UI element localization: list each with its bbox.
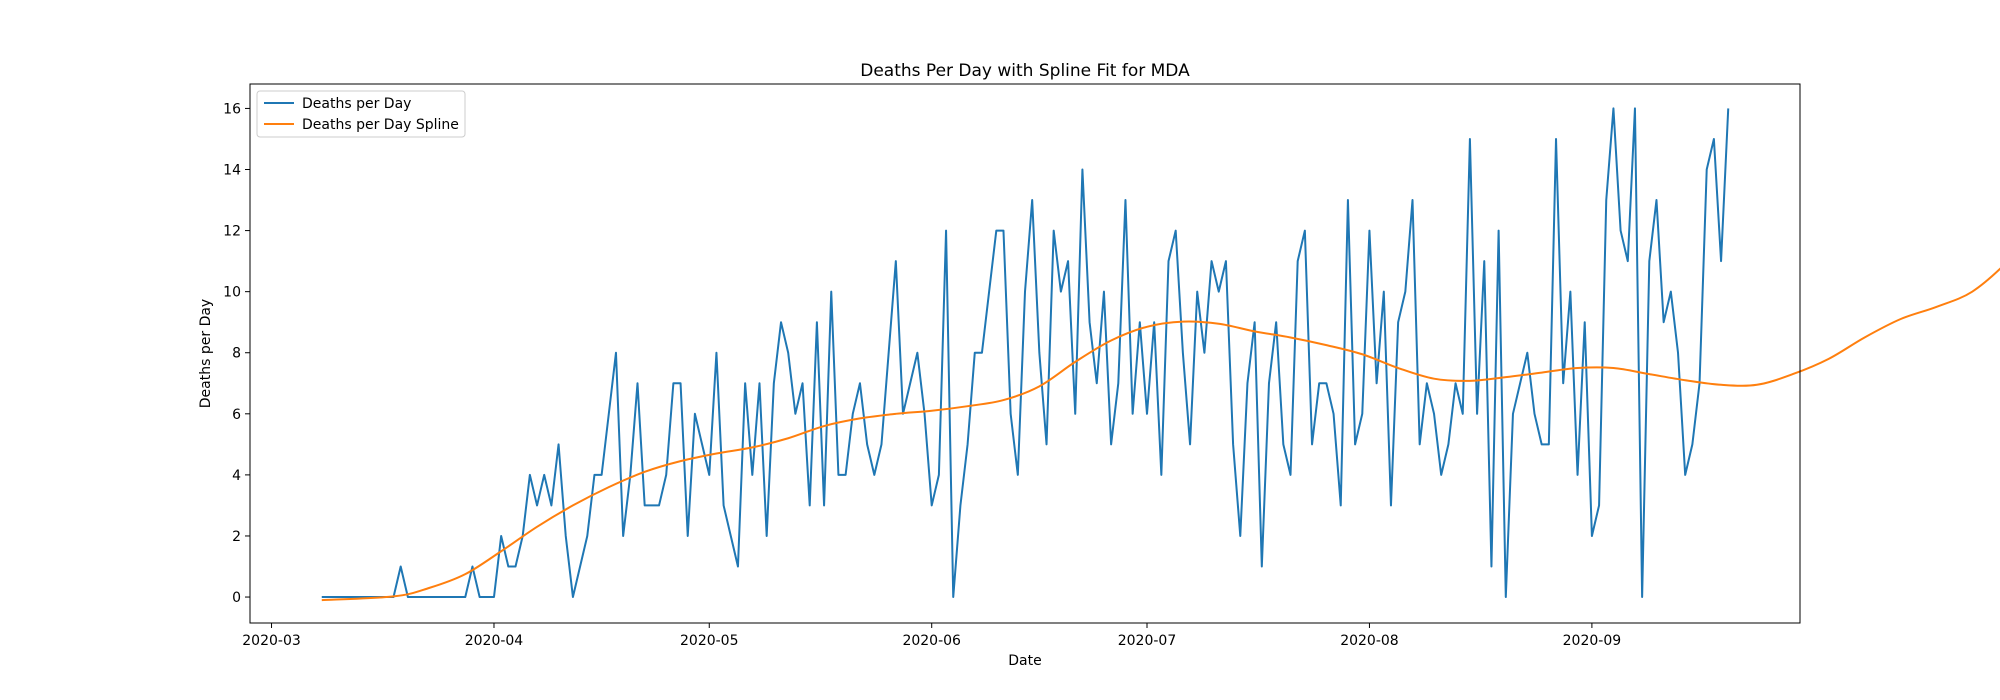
y-tick-label: 14: [223, 163, 241, 179]
x-tick-label: 2020-06: [902, 633, 961, 649]
series-line-deaths-per-day-spline: [321, 267, 2000, 602]
plot-area: [249, 83, 2000, 624]
x-axis-label: Date: [1008, 653, 1041, 669]
y-tick-label: 16: [223, 101, 241, 117]
legend-box: [256, 90, 466, 138]
chart-title: Deaths Per Day with Spline Fit for MDA: [860, 61, 1190, 81]
y-tick-label: 8: [232, 346, 241, 362]
y-tick-label: 12: [223, 224, 241, 240]
x-tick-label: 2020-05: [680, 633, 739, 649]
series-line-deaths-per-day: [321, 107, 1730, 599]
x-tick-label: 2020-09: [1563, 633, 1622, 649]
y-tick-label: 0: [232, 590, 241, 606]
x-tick-label: 2020-08: [1340, 633, 1399, 649]
y-axis-label: Deaths per Day: [198, 299, 214, 408]
legend: Deaths per Day Deaths per Day Spline: [256, 90, 466, 138]
y-tick-label: 2: [232, 529, 241, 545]
legend-label-deaths-per-day: Deaths per Day: [302, 96, 411, 112]
x-tick-label: 2020-07: [1118, 633, 1177, 649]
y-axis-ticks: 0 2 4 6 8 10 12 14 16: [223, 101, 250, 606]
x-axis-ticks: 2020-03 2020-04 2020-05 2020-06 2020-07 2020-…: [242, 623, 1621, 649]
y-tick-label: 10: [223, 285, 241, 301]
y-tick-label: 4: [232, 468, 241, 484]
x-tick-label: 2020-04: [465, 633, 524, 649]
x-tick-label: 2020-03: [242, 633, 301, 649]
y-tick-label: 6: [232, 407, 241, 423]
legend-label-deaths-per-day-spline: Deaths per Day Spline: [302, 117, 459, 133]
plot-frame: [249, 83, 1801, 624]
